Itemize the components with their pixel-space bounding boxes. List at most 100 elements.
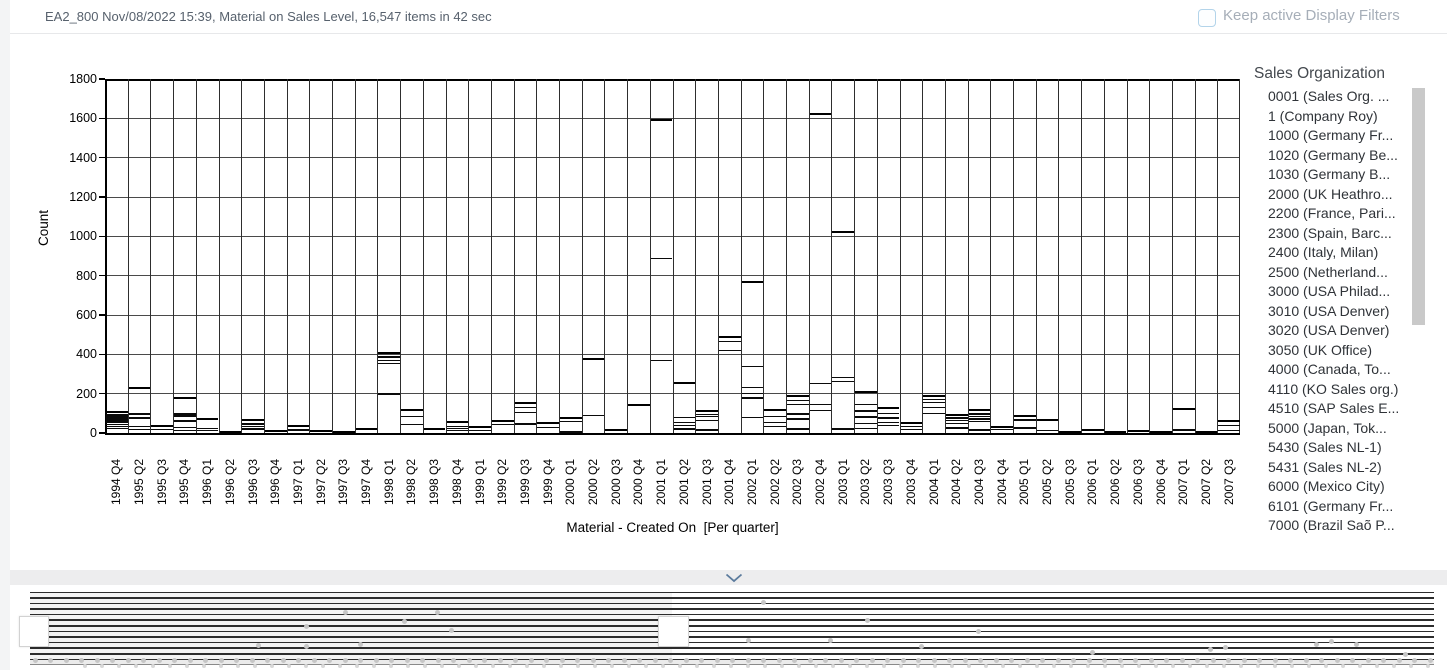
sales-org-item[interactable]: 3010 (USA Denver) bbox=[1268, 302, 1390, 319]
value-dot bbox=[745, 664, 750, 669]
sales-org-item[interactable]: 7000 (Brazil Saõ P... bbox=[1268, 517, 1395, 533]
bar-column-top[interactable] bbox=[287, 425, 310, 428]
bar-segment-line bbox=[741, 365, 764, 368]
value-dot bbox=[32, 658, 38, 663]
chevron-down-icon[interactable] bbox=[725, 573, 743, 583]
bar-column-top[interactable] bbox=[673, 381, 696, 384]
x-tick-label: 2006 Q1 bbox=[1085, 458, 1100, 505]
sales-org-item[interactable]: 3050 (UK Office) bbox=[1268, 341, 1373, 358]
sales-org-item[interactable]: 5430 (Sales NL-1) bbox=[1268, 439, 1382, 455]
sales-org-item[interactable]: 4000 (Canada, To... bbox=[1268, 361, 1391, 377]
bar-column-top[interactable] bbox=[832, 231, 855, 234]
bar-column-top[interactable] bbox=[855, 390, 877, 393]
bar-column-top[interactable] bbox=[1014, 415, 1036, 418]
bar-column-top[interactable] bbox=[491, 420, 514, 422]
bar-column-top[interactable] bbox=[1172, 408, 1195, 410]
x-tick-label: 1997 Q4 bbox=[359, 458, 374, 505]
bar-column-top[interactable] bbox=[1150, 431, 1172, 434]
bar-column-top[interactable] bbox=[764, 409, 786, 412]
bar-column-top[interactable] bbox=[333, 431, 355, 434]
sales-org-item[interactable]: 3000 (USA Philad... bbox=[1268, 283, 1391, 299]
bar-column-top[interactable] bbox=[605, 429, 628, 432]
bar-column-top[interactable] bbox=[877, 407, 900, 410]
range-handle-right[interactable] bbox=[658, 616, 689, 647]
sales-org-item[interactable]: 2400 (Italy, Milan) bbox=[1268, 244, 1379, 260]
bar-column-top[interactable] bbox=[106, 411, 128, 414]
material-created-on-chart[interactable] bbox=[105, 78, 1240, 435]
sales-organization-scrollbar-thumb[interactable] bbox=[1412, 88, 1425, 325]
value-dot bbox=[1350, 658, 1355, 663]
bar-column-top[interactable] bbox=[151, 424, 174, 427]
sales-org-item[interactable]: 2300 (Spain, Barc... bbox=[1268, 224, 1392, 241]
bar-column-top[interactable] bbox=[741, 280, 764, 283]
bar-column-top[interactable] bbox=[628, 404, 650, 407]
bar-column-top[interactable] bbox=[718, 335, 741, 338]
sales-org-item[interactable]: 2200 (France, Pari... bbox=[1268, 205, 1396, 221]
sales-org-item[interactable]: 3020 (USA Denver) bbox=[1268, 322, 1390, 338]
bar-column-top[interactable] bbox=[991, 426, 1013, 429]
column-gridline bbox=[468, 79, 470, 433]
sales-org-item[interactable]: 5431 (Sales NL-2) bbox=[1268, 458, 1382, 475]
bar-column-top[interactable] bbox=[560, 417, 582, 420]
sales-org-item[interactable]: 2500 (Netherland... bbox=[1268, 263, 1388, 280]
sales-org-item[interactable]: 1000 (Germany Fr... bbox=[1268, 127, 1394, 143]
bar-column-top[interactable] bbox=[514, 401, 537, 404]
bar-column-top[interactable] bbox=[1127, 430, 1150, 433]
value-dot bbox=[559, 658, 565, 663]
bar-column-top[interactable] bbox=[242, 419, 264, 422]
range-handle-left[interactable] bbox=[19, 616, 49, 647]
bar-column-top[interactable] bbox=[264, 429, 287, 432]
sales-org-item[interactable]: 5000 (Japan, Tok... bbox=[1268, 419, 1387, 436]
value-dot bbox=[269, 664, 274, 669]
bar-column-top[interactable] bbox=[219, 430, 242, 433]
bar-column-top[interactable] bbox=[1195, 431, 1218, 434]
value-dot bbox=[1117, 658, 1123, 663]
bar-column-top[interactable] bbox=[809, 113, 832, 116]
bar-column-top[interactable] bbox=[196, 418, 219, 421]
bar-column-top[interactable] bbox=[1104, 431, 1127, 434]
bar-segment-line bbox=[855, 428, 877, 430]
bar-column-top[interactable] bbox=[1036, 419, 1059, 422]
bar-column-top[interactable] bbox=[1218, 419, 1240, 422]
bar-column-top[interactable] bbox=[174, 397, 196, 400]
bar-column-top[interactable] bbox=[469, 426, 491, 429]
value-dot bbox=[218, 664, 223, 669]
sales-org-item[interactable]: 1020 (Germany Be... bbox=[1268, 146, 1398, 163]
bar-column-top[interactable] bbox=[401, 409, 423, 412]
bar-column-top[interactable] bbox=[923, 394, 945, 397]
x-tick-label: 1996 Q3 bbox=[245, 458, 260, 505]
sales-org-item[interactable]: 2000 (UK Heathro... bbox=[1268, 185, 1393, 202]
value-dot bbox=[1381, 658, 1386, 663]
sales-org-item[interactable]: 4510 (SAP Sales E... bbox=[1268, 400, 1400, 416]
bar-column-top[interactable] bbox=[378, 351, 401, 354]
bar-column-top[interactable] bbox=[1059, 431, 1082, 434]
bar-column-top[interactable] bbox=[423, 428, 446, 431]
value-dot bbox=[1353, 641, 1359, 647]
bar-segment-line bbox=[106, 420, 128, 422]
bar-column-top[interactable] bbox=[310, 430, 332, 433]
bar-segment-line bbox=[787, 404, 809, 406]
bar-column-top[interactable] bbox=[696, 409, 718, 412]
bar-column-top[interactable] bbox=[968, 408, 991, 411]
keep-active-display-filters-checkbox[interactable] bbox=[1198, 9, 1216, 27]
value-dot bbox=[660, 664, 665, 669]
bar-column-top[interactable] bbox=[355, 428, 378, 431]
value-dot bbox=[265, 658, 270, 663]
bar-column-top[interactable] bbox=[446, 420, 469, 423]
bar-column-top[interactable] bbox=[537, 422, 559, 425]
sales-org-item[interactable]: 6000 (Mexico City) bbox=[1268, 478, 1385, 494]
bar-segment-line bbox=[923, 401, 945, 403]
value-dot bbox=[255, 642, 261, 648]
sales-org-item[interactable]: 1 (Company Roy) bbox=[1268, 107, 1378, 124]
bar-column-top[interactable] bbox=[900, 421, 923, 424]
sales-org-item[interactable]: 0001 (Sales Org. ... bbox=[1268, 88, 1390, 104]
bar-column-top[interactable] bbox=[582, 358, 605, 361]
bar-column-top[interactable] bbox=[650, 119, 673, 122]
sales-org-item[interactable]: 4110 (KO Sales org.) bbox=[1268, 380, 1399, 397]
bar-column-top[interactable] bbox=[1082, 429, 1104, 432]
sales-org-item[interactable]: 6101 (Germany Fr... bbox=[1268, 497, 1394, 514]
bar-column-top[interactable] bbox=[787, 395, 809, 398]
bar-column-top[interactable] bbox=[945, 413, 968, 416]
bar-column-top[interactable] bbox=[128, 386, 151, 389]
sales-org-item[interactable]: 1030 (Germany B... bbox=[1268, 166, 1391, 182]
